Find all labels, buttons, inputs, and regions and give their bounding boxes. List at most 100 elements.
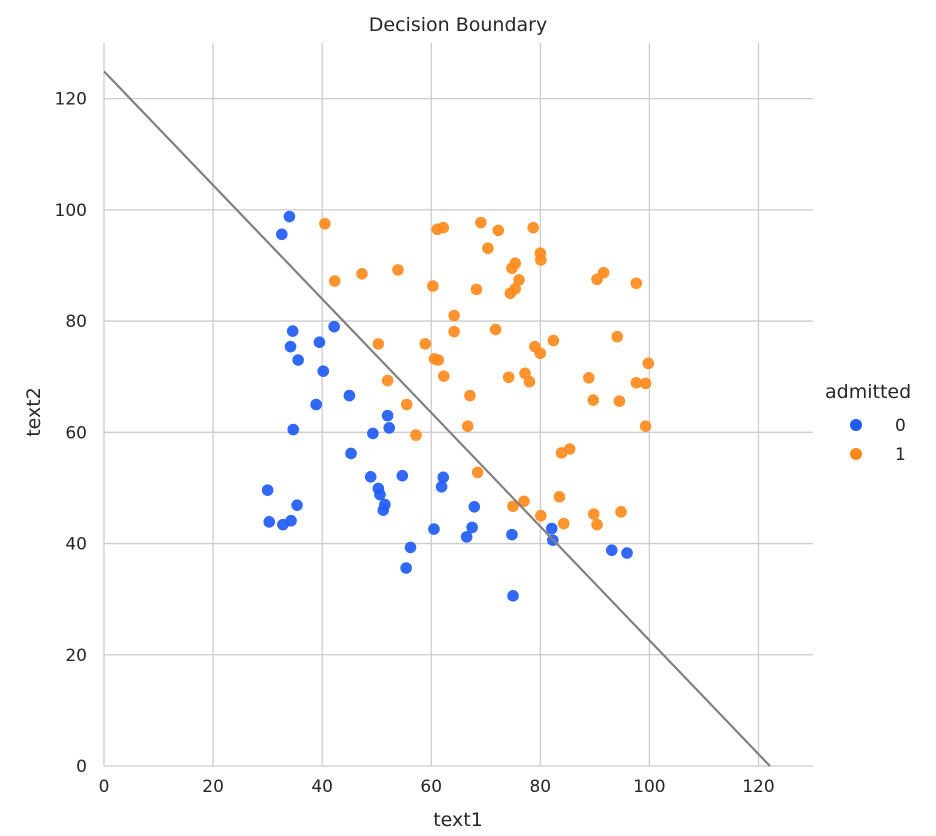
scatter-point-1 [470,283,483,296]
scatter-point-0 [313,336,326,349]
scatter-point-1 [372,338,385,350]
scatter-point-1 [527,221,540,234]
scatter-point-1 [639,377,652,390]
legend-title: admitted [825,381,911,403]
scatter-point-0 [545,522,558,535]
x-axis-label: text1 [433,809,483,831]
x-tick-label: 120 [742,777,774,797]
scatter-point-1 [427,280,439,292]
scatter-point-1 [392,264,404,276]
scatter-point-0 [460,531,473,543]
legend: admitted 0 1 [825,381,911,465]
scatter-point-0 [435,481,448,493]
x-tick-label: 100 [633,777,665,797]
scatter-point-0 [286,325,299,337]
scatter-point-1 [464,389,476,402]
x-tick-label: 20 [202,777,224,797]
scatter-point-1 [319,217,331,230]
scatter-point-0 [400,562,412,574]
x-tick-label: 40 [311,777,333,797]
scatter-point-1 [587,508,600,520]
scatter-point-1 [513,274,525,286]
scatter-point-0 [310,398,322,411]
scatter-point-0 [396,469,409,482]
scatter-point-0 [466,521,478,534]
scatter-point-0 [343,389,356,402]
scatter-point-1 [518,495,530,508]
scatter-point-1 [535,509,547,522]
scatter-point-1 [419,338,432,350]
legend-marker-0 [850,419,862,431]
scatter-point-1 [642,357,655,370]
scatter-point-1 [448,325,460,338]
scatter-point-1 [523,375,536,388]
scatter-point-1 [504,287,517,300]
scatter-point-1 [431,223,444,236]
decision-boundary [103,70,771,767]
scatter-point-1 [630,277,643,290]
scatter-point-0 [381,409,394,422]
scatter-point-1 [583,372,595,384]
scatter-point-1 [553,491,566,503]
scatter-point-0 [292,354,304,366]
scatter-point-0 [328,320,340,333]
scatter-point-1 [587,394,600,406]
scatter-point-1 [555,447,568,459]
x-tick-label: 0 [99,777,110,797]
scatter-point-1 [356,268,368,280]
scatter-point-1 [557,517,570,530]
scatter-point-0 [428,523,440,535]
x-tick-label: 80 [529,777,551,797]
scatter-point-0 [317,365,330,377]
scatter-point-1 [471,466,484,479]
scatter-point-1 [489,323,502,336]
scatter-point-1 [482,242,494,255]
legend-label-1: 1 [895,445,906,465]
legend-marker-1 [850,448,862,460]
scatter-point-1 [507,500,519,513]
axis-spines [103,43,813,767]
scatter-point-1 [611,330,624,343]
scatter-point-0 [605,544,618,557]
y-tick-label: 20 [65,646,87,666]
scatter-point-1 [432,354,445,366]
scatter-point-0 [468,501,481,513]
y-tick-label: 40 [65,535,87,555]
y-tick-label: 100 [55,201,87,221]
scatter-point-1 [461,420,474,432]
scatter-point-1 [506,262,518,275]
scatter-point-0 [507,590,519,602]
scatter-point-1 [328,275,341,287]
scatter-point-0 [283,210,296,223]
y-tick-label: 120 [55,90,87,110]
scatter-point-1 [475,216,487,229]
scatter-point-1 [534,347,547,360]
scatter-point-0 [345,447,357,460]
y-tick-label: 60 [65,423,87,443]
scatter-point-0 [383,422,396,434]
scatter-point-1 [591,273,603,286]
legend-label-0: 0 [895,416,906,436]
scatter-point-1 [547,334,560,347]
scatter-point-0 [287,423,300,436]
grid-lines [104,43,813,766]
scatter-point-1 [437,370,450,382]
scatter-point-0 [275,228,288,241]
scatter-points [261,210,655,602]
scatter-point-0 [284,340,297,353]
scatter-point-1 [630,377,643,389]
scatter-point-0 [261,484,274,496]
scatter-point-1 [448,309,460,322]
scatter-point-0 [277,518,289,531]
scatter-point-1 [400,398,413,411]
scatter-point-1 [615,506,627,518]
scatter-point-0 [263,516,276,528]
decision-boundary-line [103,70,771,767]
tick-labels: 0 20 40 60 80 100 120 0 20 40 60 80 100 120 [55,90,775,797]
scatter-point-1 [591,518,603,531]
scatter-point-1 [381,374,394,387]
scatter-point-1 [535,254,547,266]
scatter-point-0 [364,471,377,483]
y-tick-label: 0 [76,757,87,777]
scatter-point-1 [502,371,515,384]
